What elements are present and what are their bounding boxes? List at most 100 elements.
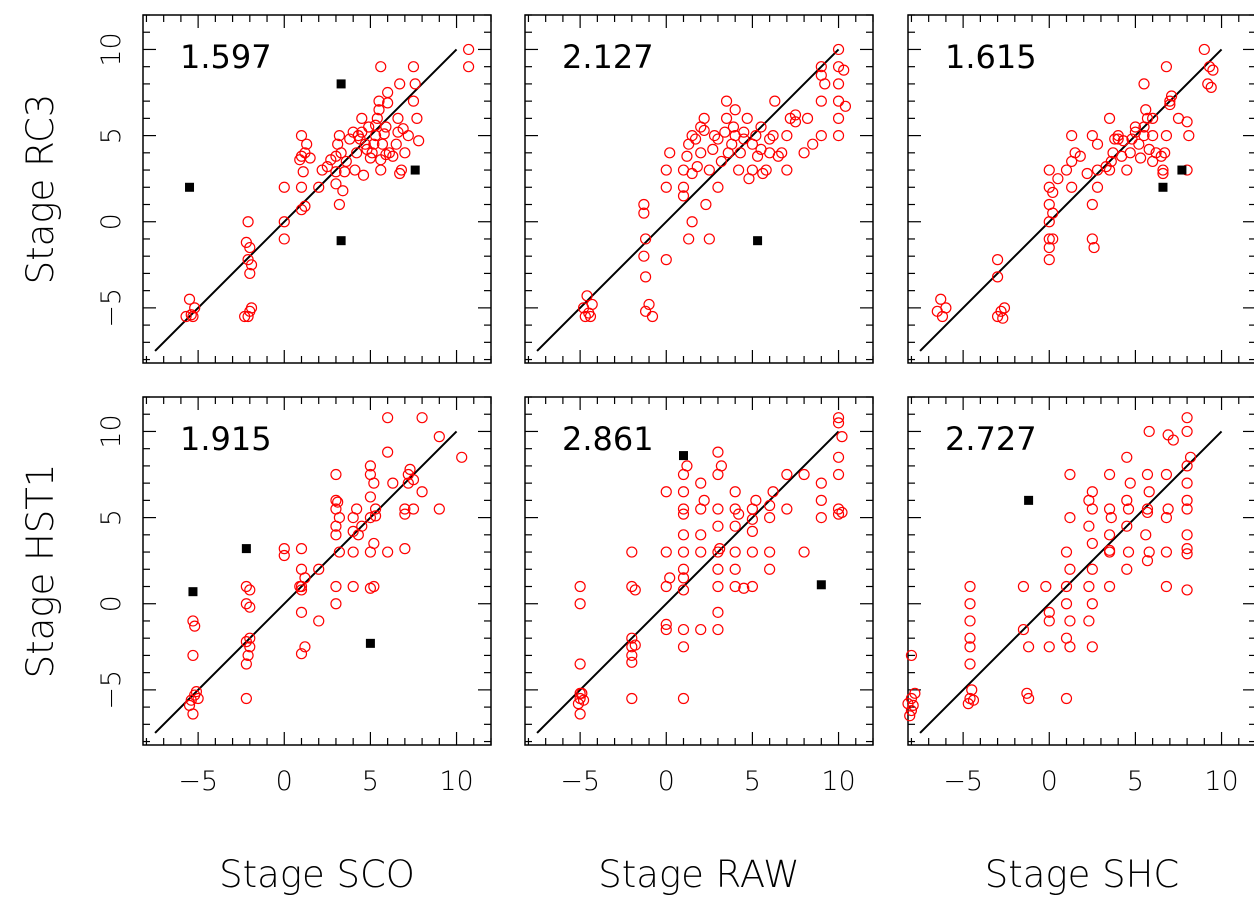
data-point — [394, 78, 406, 90]
data-point — [368, 537, 380, 550]
x-tick-label: 0 — [276, 766, 293, 797]
data-point — [357, 169, 370, 181]
data-point — [411, 112, 423, 124]
data-point — [1181, 529, 1193, 541]
data-point — [964, 580, 976, 593]
data-point — [574, 598, 586, 610]
data-point — [1143, 486, 1155, 498]
data-point — [313, 181, 325, 193]
data-point — [364, 468, 377, 481]
data-point — [1060, 546, 1073, 558]
data-point — [686, 129, 698, 142]
data-point — [698, 494, 710, 506]
data-point — [1064, 615, 1076, 627]
data-point — [369, 510, 382, 522]
data-point — [1060, 632, 1073, 644]
data-point — [242, 216, 254, 228]
data-point — [764, 511, 776, 524]
data-point — [1086, 598, 1098, 610]
x-tick-label: 5 — [744, 766, 761, 797]
data-point — [369, 503, 382, 515]
data-point — [1022, 641, 1035, 653]
data-point — [746, 513, 759, 525]
filled-data-point — [365, 638, 375, 648]
data-point — [1181, 116, 1193, 128]
data-point — [407, 95, 420, 107]
data-point — [712, 580, 724, 593]
data-point — [712, 133, 724, 145]
data-point — [1198, 43, 1210, 56]
data-point — [991, 254, 1004, 266]
data-point — [1121, 563, 1133, 575]
data-point — [1043, 181, 1055, 193]
data-point — [1203, 61, 1216, 73]
data-point — [700, 198, 712, 211]
data-point — [832, 43, 845, 56]
data-point — [295, 606, 308, 618]
data-point — [1183, 129, 1195, 142]
data-point — [1122, 503, 1135, 515]
x-axis-title: Stage SHC — [985, 853, 1180, 896]
data-point — [1047, 233, 1059, 245]
data-point — [789, 109, 802, 121]
data-point — [677, 692, 690, 705]
data-point — [1103, 529, 1116, 541]
fit-line — [919, 430, 1223, 734]
data-point — [1086, 641, 1098, 653]
data-point — [376, 138, 389, 150]
data-point — [304, 152, 316, 164]
data-point — [433, 503, 445, 515]
data-point — [1103, 112, 1116, 124]
data-point — [1181, 584, 1193, 596]
data-point — [629, 584, 641, 596]
data-point — [299, 641, 311, 653]
data-point — [295, 181, 308, 193]
data-point — [301, 138, 313, 150]
data-point — [404, 463, 416, 475]
data-point — [798, 546, 810, 558]
data-point — [832, 129, 845, 142]
x-axis-titles: Stage SCO Stage RAW Stage SHC — [219, 853, 1179, 896]
data-point — [387, 477, 399, 489]
data-point — [1141, 506, 1154, 519]
data-point — [767, 129, 779, 142]
data-point — [1043, 606, 1055, 618]
data-point — [1100, 161, 1112, 173]
data-point — [378, 128, 390, 140]
data-point — [733, 164, 745, 176]
data-point — [738, 133, 750, 145]
data-point — [677, 181, 690, 193]
data-point — [815, 61, 827, 73]
data-point — [677, 190, 690, 202]
fit-line — [536, 430, 840, 734]
data-point — [691, 161, 703, 173]
data-point — [832, 412, 845, 424]
data-point — [832, 78, 845, 90]
data-point — [964, 598, 976, 610]
data-point — [664, 572, 676, 584]
data-point — [295, 648, 308, 660]
data-point — [240, 658, 252, 670]
panel-annotation: 1.597 — [180, 38, 272, 76]
data-point — [180, 310, 192, 323]
data-point — [712, 623, 724, 636]
data-point — [278, 181, 290, 193]
data-point — [695, 477, 707, 489]
plot-frame — [142, 14, 492, 364]
data-point — [707, 143, 719, 155]
data-point — [746, 546, 759, 558]
y-tick-label: 5 — [96, 127, 127, 144]
data-point — [244, 584, 256, 596]
data-point — [1134, 152, 1147, 164]
data-point — [1160, 511, 1173, 524]
data-point — [764, 546, 776, 558]
data-point — [819, 78, 831, 90]
data-point — [1086, 198, 1098, 211]
data-point — [681, 460, 693, 472]
data-point — [380, 121, 392, 133]
panel-annotation: 2.127 — [562, 38, 654, 76]
data-point — [1083, 520, 1095, 532]
data-point — [1138, 129, 1150, 142]
data-point — [1129, 121, 1142, 133]
data-point — [390, 138, 402, 150]
